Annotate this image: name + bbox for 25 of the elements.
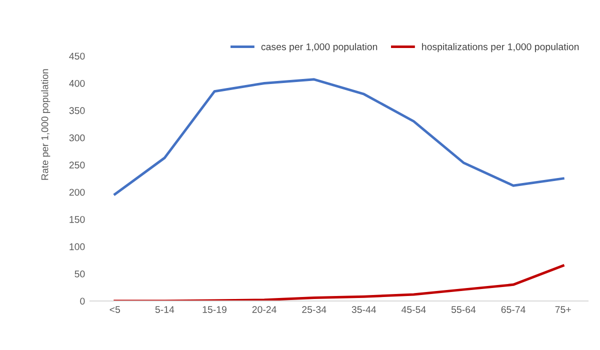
line-series bbox=[114, 78, 564, 196]
y-tick-label: 0 bbox=[80, 298, 85, 305]
y-tick-label: 250 bbox=[69, 162, 85, 169]
x-tick-label: 25-34 bbox=[302, 306, 326, 313]
y-tick-label: 200 bbox=[69, 188, 85, 196]
x-tick-label: 5-14 bbox=[155, 306, 174, 313]
y-tick-label: 50 bbox=[74, 270, 85, 278]
y-tick-label: 100 bbox=[70, 243, 85, 250]
y-tick-label: 350 bbox=[69, 107, 85, 114]
x-tick-label: 55-64 bbox=[451, 306, 476, 313]
x-tick-label: 45-54 bbox=[401, 306, 426, 313]
legend-label: hospitalizations per 1,000 population bbox=[422, 43, 579, 52]
line-series bbox=[114, 264, 564, 301]
x-tick-label: 75+ bbox=[555, 306, 571, 313]
y-tick-label: 400 bbox=[69, 80, 85, 87]
legend-label: cases per 1,000 population bbox=[261, 43, 378, 52]
y-tick-label: 450 bbox=[69, 52, 85, 60]
x-tick-label: 35-44 bbox=[352, 306, 376, 313]
y-tick-label: 300 bbox=[69, 134, 85, 142]
x-tick-label: 15-19 bbox=[202, 306, 226, 313]
y-axis-title: Rate per 1,000 population bbox=[41, 69, 50, 180]
y-tick-label: 150 bbox=[70, 216, 85, 223]
x-tick-label: <5 bbox=[110, 306, 120, 313]
x-tick-label: 20-24 bbox=[252, 306, 276, 313]
x-tick-label: 65-74 bbox=[501, 306, 526, 313]
